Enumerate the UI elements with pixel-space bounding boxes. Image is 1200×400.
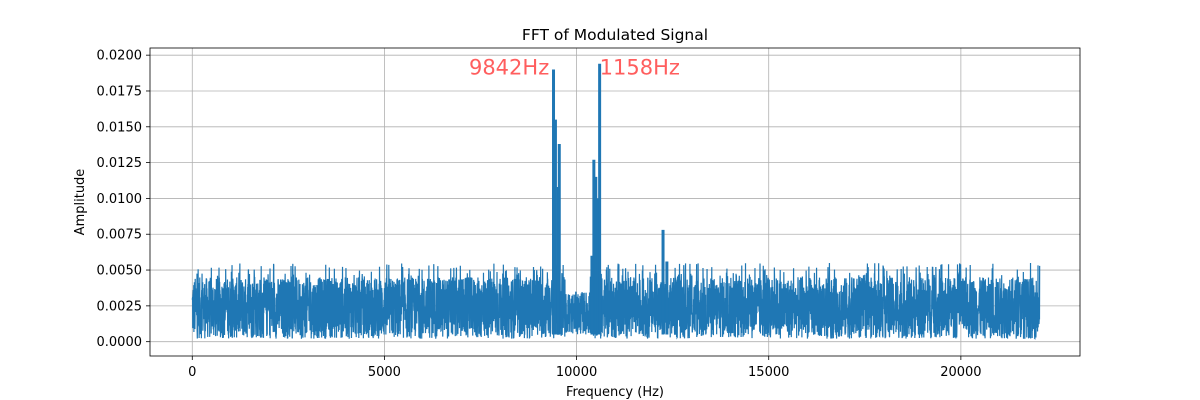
peak-annotation: 9842Hz bbox=[469, 56, 549, 80]
y-tick-label: 0.0025 bbox=[97, 299, 143, 314]
x-tick-label: 0 bbox=[188, 365, 196, 380]
chart-title: FFT of Modulated Signal bbox=[522, 26, 708, 44]
y-tick-label: 0.0175 bbox=[97, 84, 143, 99]
noise-floor-line bbox=[191, 262, 1041, 340]
peak-annotations: 9842Hz 1158Hz bbox=[469, 56, 680, 80]
y-tick-label: 0.0050 bbox=[97, 264, 143, 279]
y-axis-ticks: 0.0000 0.0025 0.0050 0.0075 0.0100 0.0125 0.01… bbox=[97, 49, 150, 350]
x-tick-label: 15000 bbox=[748, 365, 789, 380]
y-axis-label: Amplitude bbox=[73, 169, 88, 236]
plot-frame bbox=[149, 47, 1081, 357]
y-tick-label: 0.0100 bbox=[97, 192, 143, 207]
x-axis-label: Frequency (Hz) bbox=[566, 385, 664, 400]
x-tick-label: 10000 bbox=[556, 365, 597, 380]
y-tick-label: 0.0200 bbox=[97, 49, 143, 64]
x-tick-label: 20000 bbox=[940, 365, 981, 380]
spectrum-peaks bbox=[552, 63, 669, 335]
x-axis-ticks: 0 5000 10000 15000 20000 bbox=[188, 356, 982, 380]
y-tick-label: 0.0150 bbox=[97, 120, 143, 135]
spectrum-trace bbox=[191, 262, 1041, 340]
y-tick-label: 0.0000 bbox=[97, 335, 143, 350]
x-tick-label: 5000 bbox=[368, 365, 401, 380]
peak-annotation: 1158Hz bbox=[600, 56, 680, 80]
y-tick-label: 0.0125 bbox=[97, 156, 143, 171]
y-tick-label: 0.0075 bbox=[97, 228, 143, 243]
grid-lines bbox=[150, 48, 1080, 356]
